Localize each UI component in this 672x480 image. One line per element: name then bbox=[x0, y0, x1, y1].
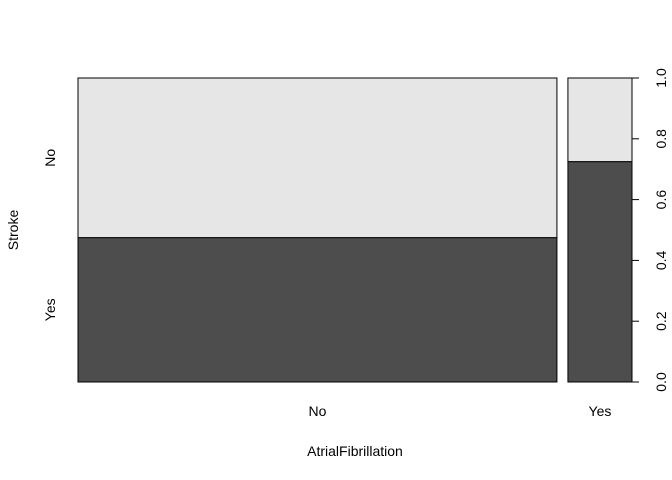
bar-layer bbox=[77, 77, 633, 383]
right-axis-tick-label: 0.8 bbox=[653, 129, 669, 149]
y-axis-title: Stroke bbox=[5, 210, 21, 251]
right-axis-tick-label: 0.0 bbox=[653, 372, 669, 392]
bar-yes-yes bbox=[567, 161, 633, 383]
right-axis-tick-label: 1.0 bbox=[653, 68, 669, 88]
bar-yes-no bbox=[567, 77, 633, 163]
y-level-label-yes: Yes bbox=[42, 298, 58, 321]
right-axis-tick-label: 0.2 bbox=[653, 311, 669, 331]
right-axis: 0.0 0.2 0.4 0.6 0.8 1.0 bbox=[631, 68, 669, 392]
bar-no-yes bbox=[77, 237, 558, 383]
right-axis-tick-label: 0.4 bbox=[653, 250, 669, 270]
right-axis-tick-label: 0.6 bbox=[653, 190, 669, 210]
x-tick-label-yes: Yes bbox=[589, 403, 612, 419]
y-level-label-no: No bbox=[42, 149, 58, 167]
bar-no-no bbox=[77, 77, 558, 239]
x-tick-label-no: No bbox=[309, 403, 327, 419]
x-tick-labels: No Yes bbox=[309, 403, 612, 419]
y-level-labels: Yes No bbox=[42, 149, 58, 322]
x-axis-title: AtrialFibrillation bbox=[307, 443, 403, 459]
